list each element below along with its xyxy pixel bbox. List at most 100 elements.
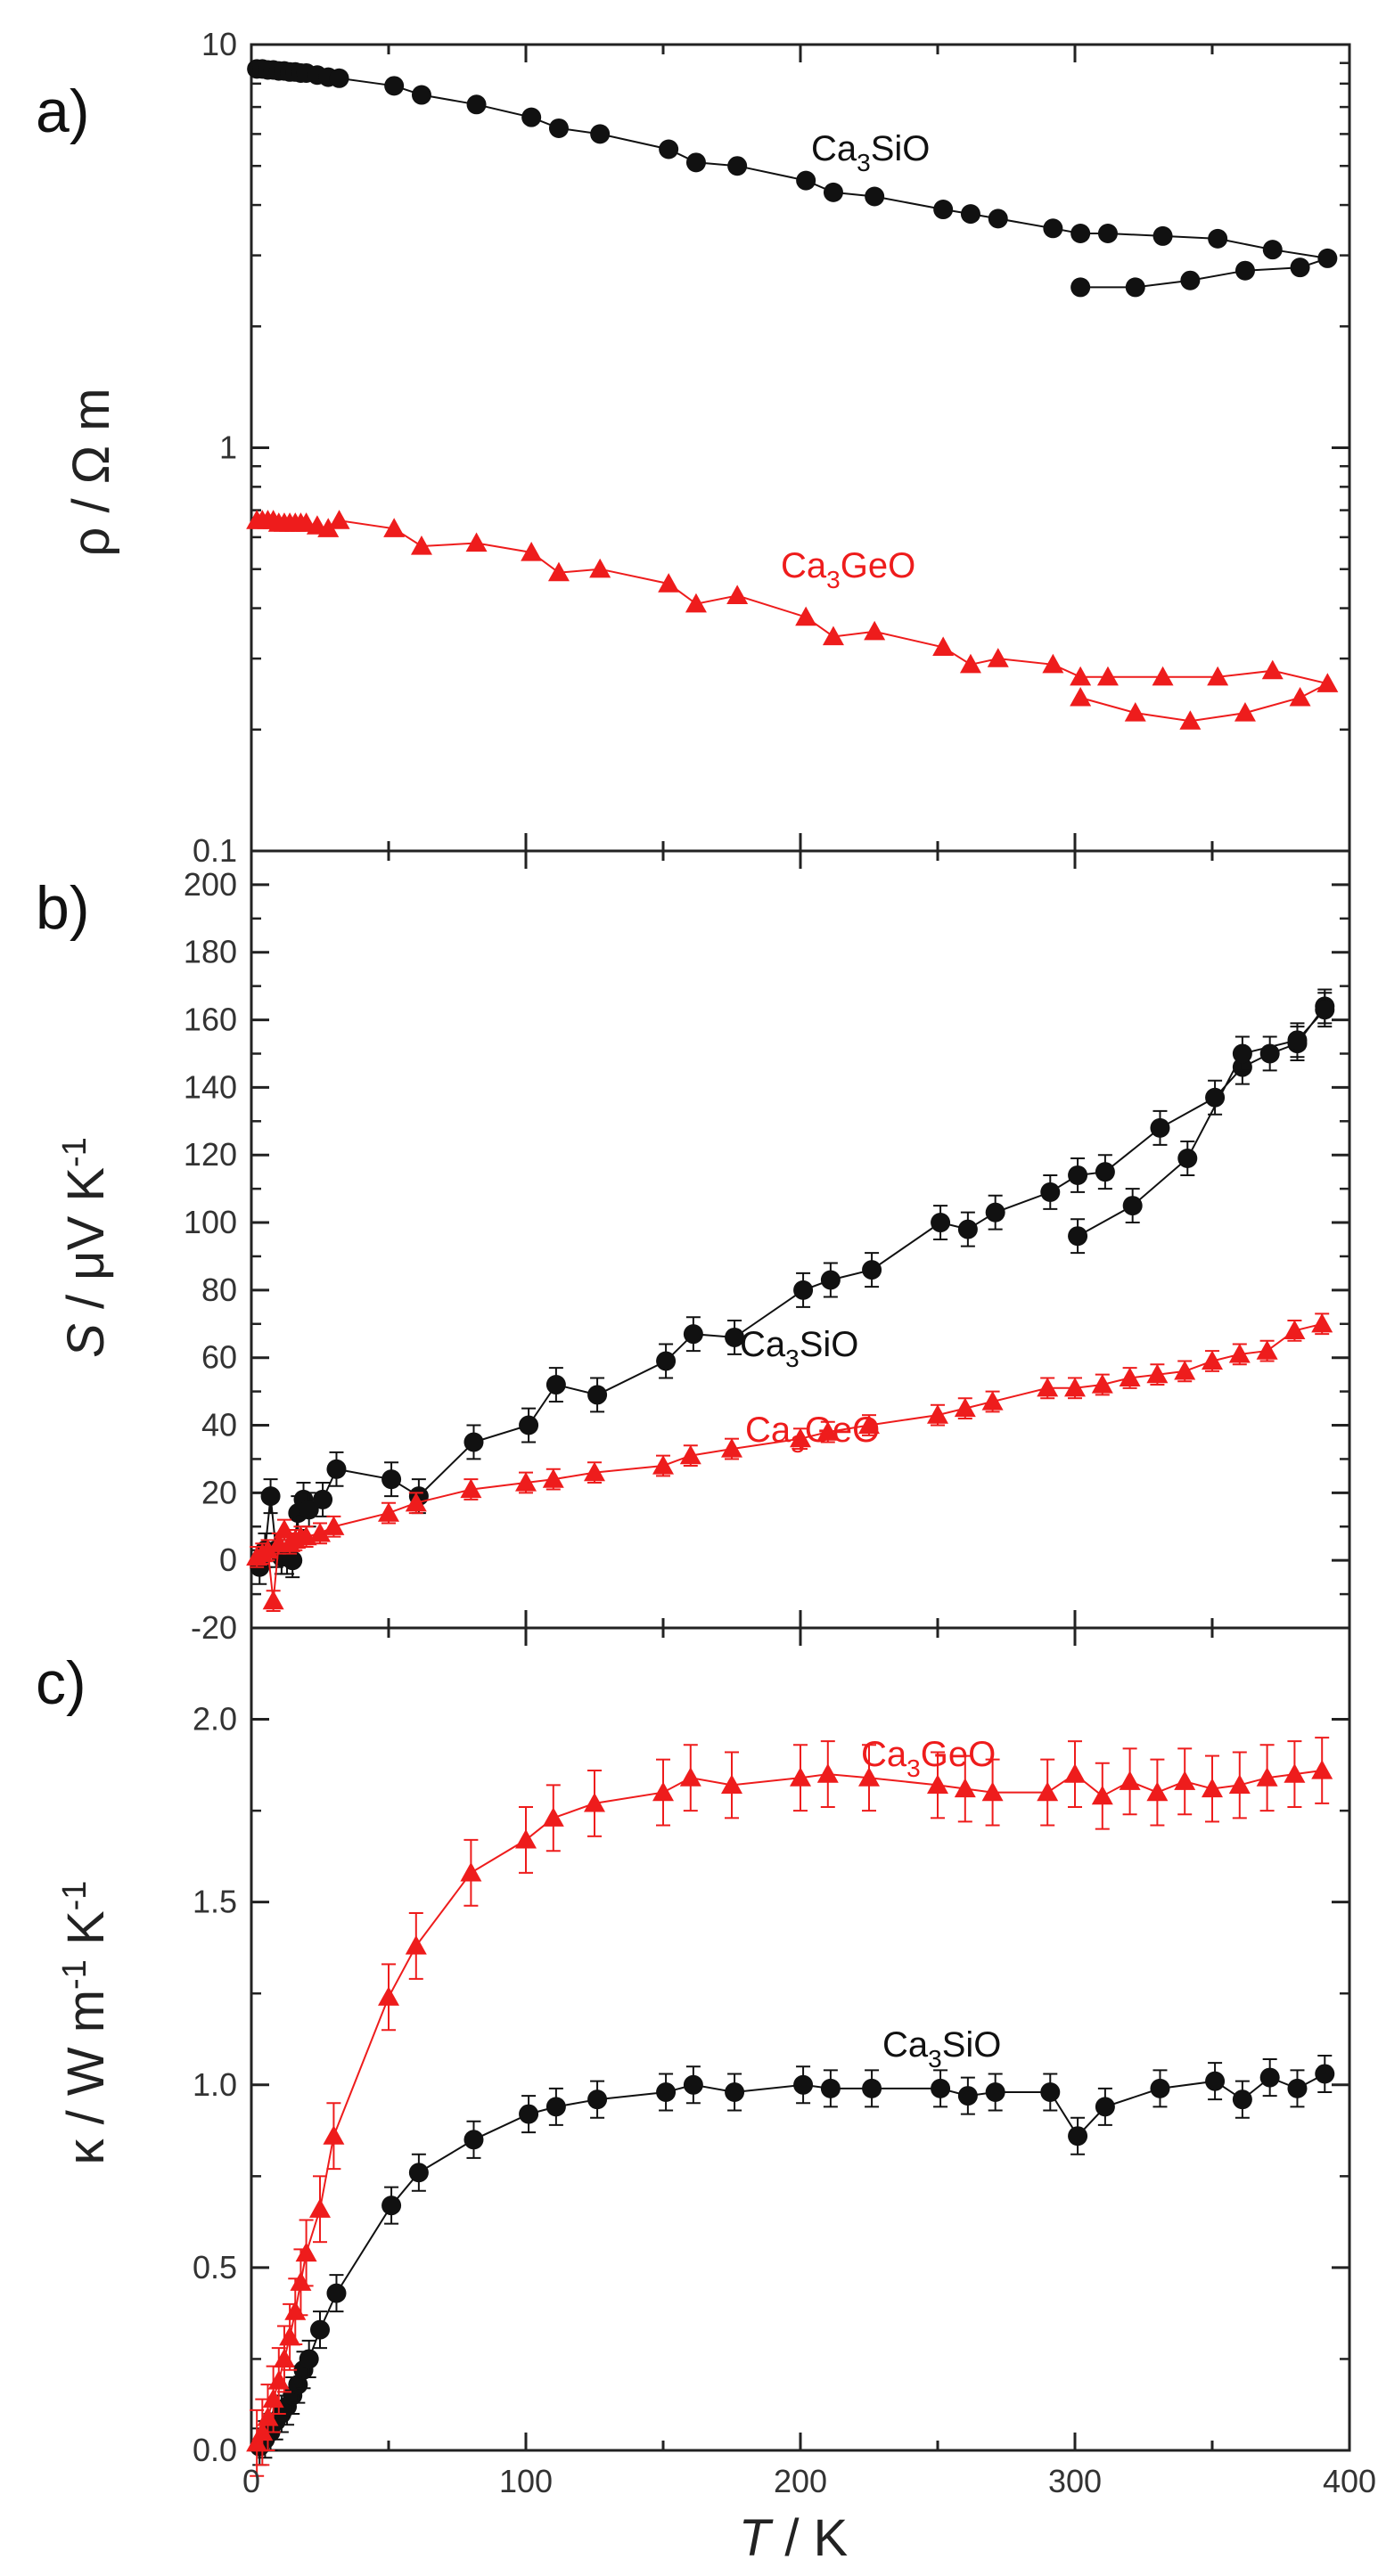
panel-a-ca3geo-point [822,626,844,646]
panel-b-ca3sio-point [1259,1043,1280,1064]
panel-c-ca3geo-point [1284,1763,1306,1783]
panel-b-ca3sio-label: Ca3SiO [740,1325,858,1372]
panel-b-ca3sio-point [1232,1043,1252,1064]
panel-b-ca3sio-point [519,1415,539,1435]
panel-b-ca3sio-point [793,1280,814,1300]
panel-b-ca3geo-point [679,1444,701,1465]
panel-a-ytick-label: 10 [201,26,237,62]
panel-b-ca3sio-point [381,1469,402,1490]
panel-a-ytick-label: 1 [219,429,237,466]
panel-a-ca3geo-point [589,558,611,578]
panel-a-ca3geo-point [521,541,543,561]
panel-b-ca3sio-point [313,1489,333,1509]
panel-c-ca3geo-point [1174,1770,1196,1790]
panel-b-ca3sio-point [545,1375,566,1395]
panel-b-ca3geo-point [460,1478,482,1499]
panel-c-ca3sio-point [1068,2126,1088,2147]
panel-a-ca3geo-point [317,518,340,537]
panel-c-ca3geo-point [542,1807,564,1827]
panel-c-ca3geo-point [1119,1770,1141,1790]
panel-c-ca3geo-point [290,2271,312,2291]
panel-c-ca3sio-point [931,2078,951,2098]
panel-c-ca3geo-point [295,2242,317,2262]
panel-b-ca3sio-point [1150,1117,1170,1138]
panel-c-ca3sio-point [545,2097,566,2117]
panel-c-ca3geo-point [1091,1785,1113,1805]
panel-b-ytick-label: -20 [191,1609,237,1646]
panel-a-frame [250,43,1351,853]
panel-b-ca3geo-point [262,1590,284,1610]
panel-b-ca3sio-point [283,1550,303,1571]
panel-b-ytick-label: 0 [219,1542,237,1578]
panel-c-ca3geo-point [1228,1774,1251,1794]
panel-a-ca3geo-point [685,593,707,613]
panel-a-ca3geo-point [1070,666,1092,686]
panel-c-ca3geo-point [1256,1767,1278,1787]
panel-a-letter: a) [36,78,89,145]
panel-a-ca3geo-point [1152,666,1174,686]
panel-c-ca3sio-point [587,2089,608,2110]
panel-c-ca3geo-point [927,1774,948,1794]
panel-c-ca3sio-point [957,2086,978,2106]
panel-b-ca3geo-point [405,1492,427,1512]
panel-a-ca3geo-point [987,648,1009,667]
panel-a-ca3geo-point [1124,702,1146,722]
panel-a-ca3geo-point [795,606,817,626]
panel-b-ca3sio-point [1122,1196,1143,1216]
panel-c-ca3sio-point [1232,2089,1252,2110]
panel-b-ytick-label: 20 [201,1474,237,1510]
panel-b-ytick-label: 100 [184,1204,237,1240]
panel-c-ytick-label: 0.0 [193,2432,237,2468]
panel-a-ca3sio-point [659,139,679,159]
panel-c-ca3geo-point [584,1792,605,1812]
panel-c-ca3geo-point [721,1774,742,1794]
panel-b-ca3sio-point [1287,1030,1308,1051]
panel-a-ca3sio-point [466,94,487,115]
panel-c-ca3sio-point [656,2081,677,2102]
panel-a-ca3sio-point [384,76,405,96]
panel-b-ca3geo-point [1064,1377,1086,1397]
panel-b-ca3geo-point [515,1471,537,1492]
panel-a-ca3sio-point [590,124,611,144]
panel-c-ca3sio-point [1259,2067,1280,2088]
panel-a-ca3sio-point [1262,240,1283,260]
panel-b-ca3sio-point [957,1219,978,1239]
panel-a-ca3geo-point [726,585,749,604]
panel-c-ca3sio-label: Ca3SiO [882,2025,1001,2073]
panel-a-ca3sio-point [548,118,569,138]
panel-b-ca3sio-point [862,1260,882,1280]
panel-c-ca3sio-point [1315,2064,1335,2084]
panel-a-ca3sio-point [988,209,1008,229]
panel-c-ca3sio-point [408,2163,429,2183]
panel-c-ca3geo-point [1311,1759,1333,1779]
panel-b-ytick-label: 180 [184,934,237,970]
panel-c-ca3sio-point [793,2074,814,2095]
panel-b-ca3geo-point [542,1468,564,1488]
panel-c-ca3geo-point [515,1828,537,1849]
panel-a-ca3sio-point [796,170,816,191]
panel-a-ca3geo-point [1207,666,1229,686]
panel-b-ca3geo-point [954,1397,976,1418]
panel-c-ca3geo-point [1064,1763,1086,1783]
panel-b-ca3geo-point [1119,1367,1141,1387]
panel-c-ca3geo-point [323,2125,345,2145]
panel-b-ca3sio-point [725,1327,745,1347]
panel-b-ca3geo-point [1256,1340,1278,1360]
panel-c-ytick-label: 1.0 [193,2066,237,2103]
panel-c-ca3geo-point [954,1778,976,1798]
panel-b-ca3geo-point [1037,1377,1059,1397]
panel-b-ca3geo-point [323,1516,345,1535]
panel-a-ca3sio-point [1097,224,1118,244]
panel-a-ca3geo-point [1234,702,1256,722]
panel-a-ca3sio-point [1208,228,1228,249]
panel-c-ca3sio-point [820,2078,841,2098]
panel-b-ca3geo-point [858,1414,880,1435]
panel-b-ca3geo-point [1202,1350,1223,1370]
panel-b-ca3sio-point [1040,1182,1061,1202]
panel-c-ca3sio-point [1287,2078,1308,2098]
panel-b-ca3geo-point [927,1404,948,1424]
panel-b-ytick-label: 140 [184,1068,237,1105]
panel-c-ca3geo-point [1146,1781,1169,1802]
panel-a-ca3sio-point [1070,277,1091,298]
panel-b-ca3geo-point [1174,1360,1196,1380]
